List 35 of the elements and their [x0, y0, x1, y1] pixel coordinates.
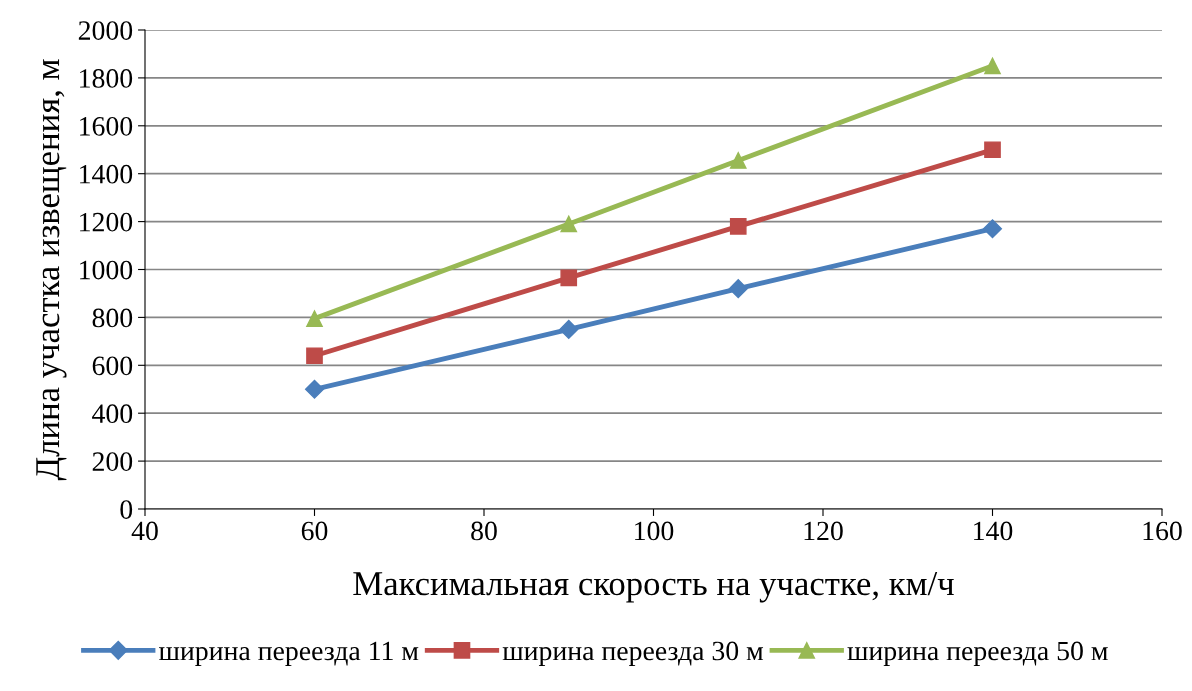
- point: [984, 141, 1001, 159]
- point: [729, 218, 747, 235]
- y-tick-label: 0: [120, 500, 133, 519]
- point: [984, 57, 1001, 75]
- x-tick-label: 60: [301, 521, 328, 541]
- point: [306, 310, 323, 327]
- y-tick-label: 1600: [80, 116, 133, 136]
- x-tick-label: 40: [131, 521, 158, 541]
- legend-label: ширина переезда 50 м: [847, 641, 1108, 666]
- point: [560, 215, 578, 233]
- y-axis-title: Длина участка извещения, м: [36, 59, 67, 481]
- point: [306, 347, 323, 365]
- point: [560, 269, 578, 287]
- point: [728, 279, 748, 299]
- point: [304, 379, 325, 399]
- y-tick-label: 1000: [80, 260, 133, 280]
- x-tick-label: 140: [974, 521, 1013, 541]
- y-tick-label: 1400: [80, 164, 133, 184]
- y-tick-label: 1200: [80, 212, 133, 232]
- y-tick-label: 2000: [78, 21, 133, 40]
- x-axis-title: Максимальная скорость на участке, км/ч: [353, 572, 954, 603]
- y-tick-label: 400: [92, 404, 133, 424]
- point: [559, 319, 579, 339]
- legend-label: ширина переезда 30 м: [502, 641, 764, 666]
- point: [982, 219, 1003, 239]
- y-tick-label: 1800: [80, 69, 133, 88]
- x-tick-label: 100: [635, 521, 674, 541]
- y-tick-label: 800: [92, 308, 133, 328]
- point: [729, 152, 747, 169]
- x-tick-label: 160: [1143, 521, 1182, 541]
- y-tick-label: 600: [92, 356, 133, 376]
- x-tick-label: 120: [804, 521, 843, 541]
- legend-label: ширина переезда 11 м: [159, 641, 419, 666]
- x-tick-label: 80: [471, 521, 497, 541]
- y-tick-label: 200: [92, 452, 133, 472]
